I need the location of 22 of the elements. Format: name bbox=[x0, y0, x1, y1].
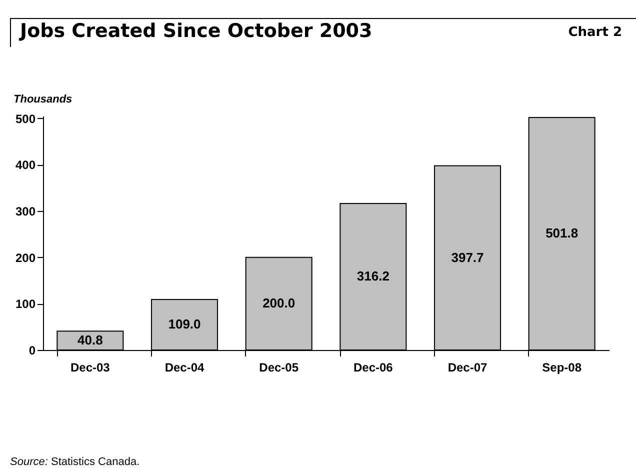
y-tick-label: 100 bbox=[15, 297, 36, 312]
y-tick-label: 500 bbox=[15, 112, 36, 126]
data-label: 316.2 bbox=[356, 268, 390, 284]
data-label: 40.8 bbox=[78, 332, 103, 348]
data-label: 200.0 bbox=[262, 296, 296, 311]
x-tick-label: Dec-04 bbox=[164, 360, 205, 374]
y-tick-label: 400 bbox=[15, 158, 36, 172]
data-label: 501.8 bbox=[546, 226, 578, 241]
x-tick-label: Dec-06 bbox=[353, 360, 394, 374]
x-tick-label: Sep-08 bbox=[542, 360, 582, 374]
data-label: 397.7 bbox=[451, 250, 484, 265]
x-tick-label: Dec-07 bbox=[448, 360, 488, 374]
y-axis-title: Thousands bbox=[14, 94, 72, 106]
data-label: 109.0 bbox=[168, 316, 201, 332]
x-tick-label: Dec-05 bbox=[259, 360, 299, 374]
source-note: Source: Statistics Canada. bbox=[10, 456, 140, 468]
y-tick-label: 300 bbox=[15, 204, 36, 218]
x-tick-label: Dec-03 bbox=[70, 360, 110, 374]
y-tick-label: 200 bbox=[15, 250, 36, 265]
chart-subtitle: Chart 2 bbox=[568, 25, 622, 40]
chart-title: Jobs Created Since October 2003 bbox=[20, 20, 372, 42]
y-tick-label: 0 bbox=[28, 344, 36, 358]
